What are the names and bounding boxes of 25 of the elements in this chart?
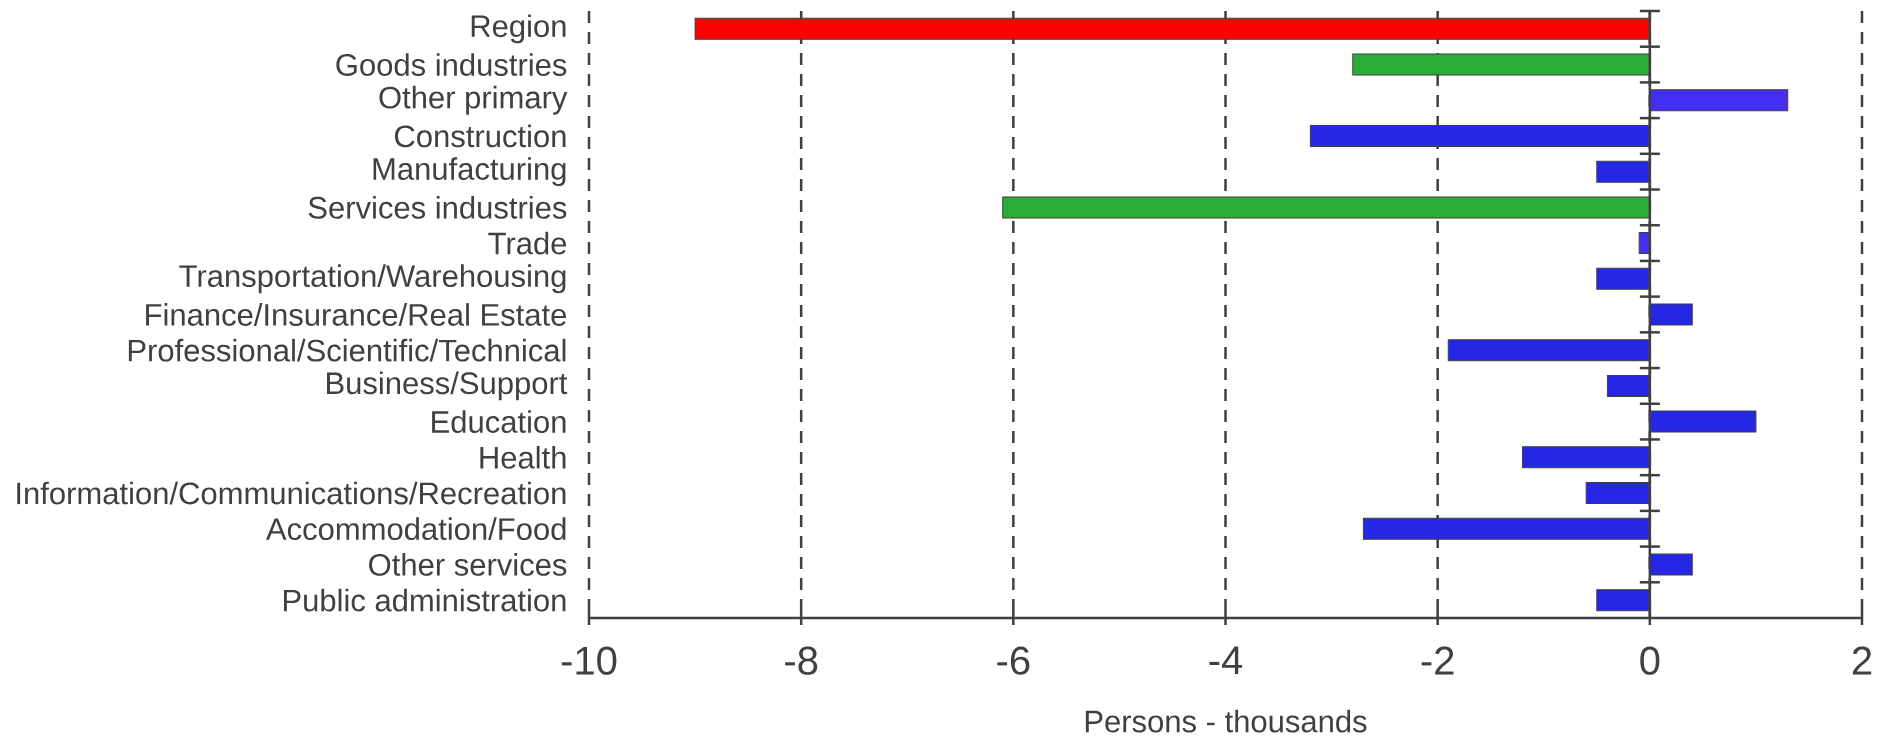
y-tick-label: Finance/Insurance/Real Estate [146,303,567,326]
y-tick-label: Professional/Scientific/Technical [128,338,566,362]
x-tick-label: -2 [1421,646,1454,675]
y-tick-label: Trade [488,231,567,255]
y-tick-label: Information/Communications/Recreation [17,481,566,505]
y-tick-label: Region [471,14,566,44]
x-tick-label: -6 [997,646,1030,675]
x-tick-label: -4 [1209,646,1243,675]
x-tick-label: -10 [561,646,617,675]
y-tick-label: Manufacturing [373,157,566,187]
y-tick-label: Business/Support [327,371,568,401]
y-tick-label: Health [480,445,566,469]
y-tick-label: Education [432,410,566,433]
y-tick-label: Construction [395,124,566,148]
y-tick-label: Other services [369,553,567,576]
y-tick-label: Accommodation/Food [265,517,566,541]
y-tick-label: Goods industries [336,53,567,76]
y-tick-label: Public administration [283,588,566,612]
x-tick-label: -8 [785,646,818,675]
y-tick-label: Services industries [308,195,567,219]
y-tick-label: Transportation/Warehousing [179,264,566,294]
x-tick-label: 2 [1852,646,1872,675]
x-tick-label: 0 [1640,646,1660,675]
y-tick-label: Other primary [379,85,568,115]
x-axis-title: Persons - thousands [1085,709,1367,733]
